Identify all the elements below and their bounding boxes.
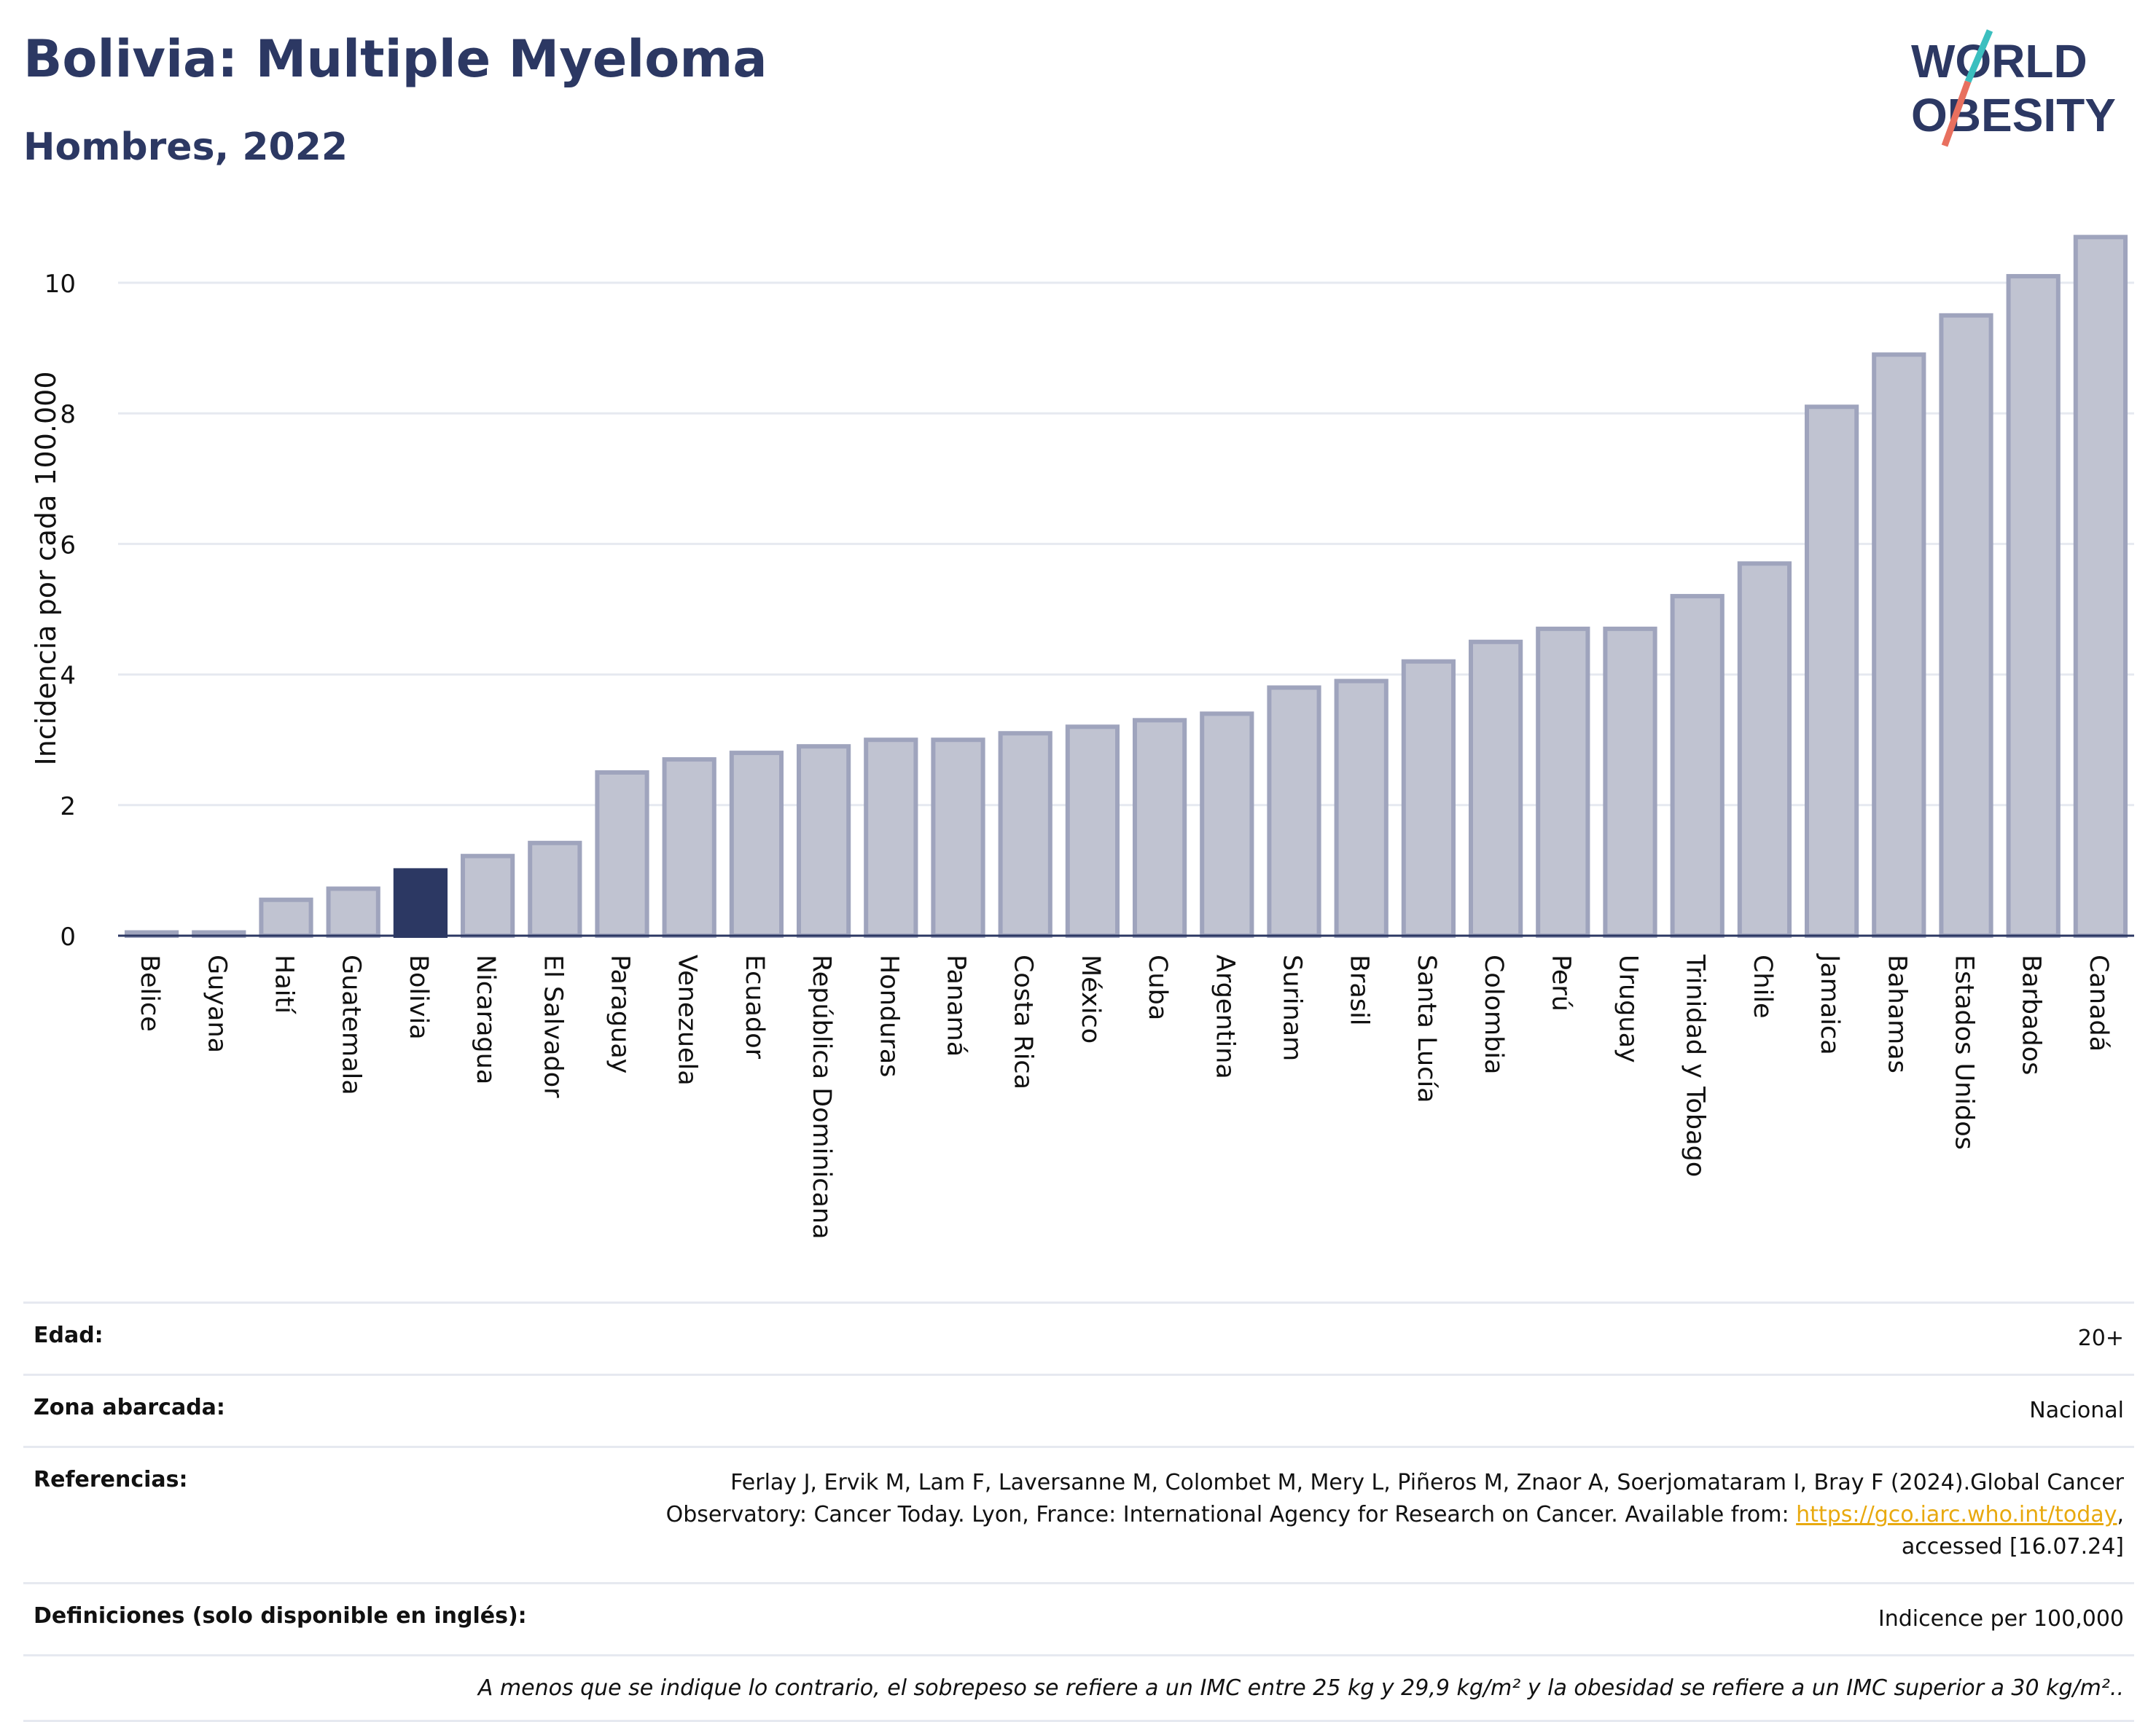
- page-title: Bolivia: Multiple Myeloma: [23, 29, 768, 89]
- ref-text-1: Ferlay J, Ervik M, Lam F, Laversanne M, …: [665, 1470, 2124, 1527]
- y-tick-label: 4: [60, 662, 76, 691]
- grid-lines: [118, 281, 2134, 807]
- y-axis-label: Incidencia por cada 100.000: [30, 371, 62, 765]
- bar-ecuador: [729, 751, 784, 938]
- bar-venezuela: [662, 757, 716, 938]
- x-tick-label: Costa Rica: [1009, 955, 1038, 1089]
- bar-brasil: [1334, 678, 1388, 938]
- x-tick-label: México: [1076, 955, 1105, 1044]
- bar-costa-rica: [998, 731, 1052, 938]
- bar-chile: [1737, 561, 1792, 939]
- zona-label: Zona abarcada:: [34, 1395, 225, 1420]
- ref-text-2: , accessed [16.07.24]: [1901, 1502, 2124, 1559]
- definiciones-label: Definiciones (solo disponible en inglés)…: [34, 1603, 527, 1629]
- metadata-table: Edad: 20+ Zona abarcada: Nacional Refere…: [23, 1302, 2134, 1722]
- bar-guatemala: [326, 886, 380, 939]
- world-obesity-logo: WORLD OBESITY: [1911, 29, 2116, 147]
- x-tick-label: Bolivia: [404, 955, 433, 1040]
- bar-panamá: [931, 737, 985, 938]
- bar-méxico: [1065, 724, 1120, 939]
- x-tick-label: Santa Lucía: [1412, 955, 1441, 1103]
- bar-surinam: [1267, 685, 1321, 939]
- x-tick-label: Barbados: [2017, 955, 2046, 1075]
- zona-value: Nacional: [2029, 1398, 2124, 1423]
- x-tick-label: Brasil: [1345, 955, 1374, 1026]
- x-tick-label: Jamaica: [1815, 953, 1844, 1055]
- logo-slash-teal: [1964, 29, 1993, 83]
- bar-chart: 0 2 4 6 8 10 Belice Guyana Haití Guatemala Bolivi…: [30, 235, 2134, 1240]
- ref-link[interactable]: https://gco.iarc.who.int/today: [1796, 1502, 2117, 1527]
- logo-line1: WORLD: [1911, 35, 2087, 87]
- x-tick-label: Honduras: [874, 955, 903, 1077]
- x-tick-label: El Salvador: [538, 955, 567, 1098]
- x-tick-label: Chile: [1748, 955, 1777, 1019]
- edad-label: Edad:: [34, 1323, 103, 1348]
- edad-value: 20+: [2077, 1326, 2124, 1351]
- y-tick-label: 6: [60, 531, 76, 560]
- x-tick-label: Guyana: [202, 955, 231, 1053]
- x-tick-label: Belice: [135, 955, 164, 1032]
- x-tick-label: Uruguay: [1614, 955, 1643, 1063]
- y-tick-label: 10: [44, 270, 76, 299]
- y-tick-label: 0: [60, 923, 76, 952]
- x-tick-label: Cuba: [1143, 955, 1172, 1020]
- x-tick-label: Haití: [270, 955, 299, 1014]
- bar-trinidad-y-tobago: [1670, 594, 1725, 939]
- x-tick-label: Perú: [1546, 955, 1575, 1011]
- x-tick-label: Estados Unidos: [1950, 955, 1979, 1150]
- x-tick-label: Surinam: [1278, 955, 1307, 1061]
- bar-honduras: [864, 737, 918, 938]
- x-tick-label: Trinidad y Tobago: [1681, 954, 1710, 1177]
- referencias-label: Referencias:: [34, 1467, 188, 1492]
- bar-paraguay: [595, 770, 649, 938]
- x-tick-label: Colombia: [1479, 955, 1508, 1074]
- bar-canadá: [2073, 235, 2128, 938]
- x-tick-labels: Belice Guyana Haití Guatemala Bolivia Nicarag…: [135, 953, 2113, 1240]
- x-tick-label: Nicaragua: [471, 955, 500, 1084]
- y-tick-labels: 0 2 4 6 8 10: [44, 270, 76, 952]
- x-tick-label: República Dominicana: [807, 955, 836, 1240]
- bar-santa-lucía: [1401, 659, 1456, 938]
- footnote: A menos que se indique lo contrario, el …: [23, 1654, 2134, 1722]
- bar-perú: [1536, 626, 1590, 938]
- x-tick-label: Bahamas: [1882, 955, 1911, 1073]
- bar-bolivia: [393, 868, 448, 939]
- x-tick-label: Venezuela: [673, 955, 702, 1086]
- bar-cuba: [1132, 718, 1187, 938]
- y-tick-label: 8: [60, 400, 76, 429]
- bar-colombia: [1468, 639, 1523, 938]
- x-tick-label: Paraguay: [606, 955, 635, 1073]
- y-tick-label: 2: [60, 792, 76, 821]
- bar-argentina: [1200, 711, 1254, 938]
- x-tick-label: Ecuador: [740, 955, 769, 1060]
- bar-uruguay: [1603, 626, 1657, 938]
- bar-república-dominicana: [796, 744, 851, 939]
- x-tick-label: Canadá: [2084, 955, 2113, 1052]
- meta-row-zona: Zona abarcada: Nacional: [23, 1374, 2134, 1446]
- meta-row-referencias: Referencias: Ferlay J, Ervik M, Lam F, L…: [23, 1446, 2134, 1582]
- bar-bahamas: [1872, 352, 1926, 938]
- meta-row-definiciones: Definiciones (solo disponible en inglés)…: [23, 1582, 2134, 1654]
- bar-jamaica: [1804, 404, 1859, 938]
- x-tick-label: Guatemala: [337, 955, 366, 1095]
- definiciones-value: Indicence per 100,000: [1878, 1606, 2124, 1632]
- meta-row-edad: Edad: 20+: [23, 1302, 2134, 1374]
- bar-nicaragua: [460, 853, 515, 938]
- bar-el-salvador: [528, 840, 582, 938]
- x-tick-label: Panamá: [942, 955, 971, 1057]
- x-tick-label: Argentina: [1210, 955, 1239, 1079]
- bar-haití: [259, 897, 313, 938]
- bar-estados-unidos: [1939, 313, 1993, 938]
- referencias-value: Ferlay J, Ervik M, Lam F, Laversanne M, …: [593, 1467, 2124, 1563]
- bars: [118, 235, 2134, 939]
- page-subtitle: Hombres, 2022: [23, 125, 348, 169]
- logo-slash-coral: [1941, 80, 1972, 147]
- logo-line2: OBESITY: [1911, 89, 2116, 141]
- bar-barbados: [2006, 274, 2061, 939]
